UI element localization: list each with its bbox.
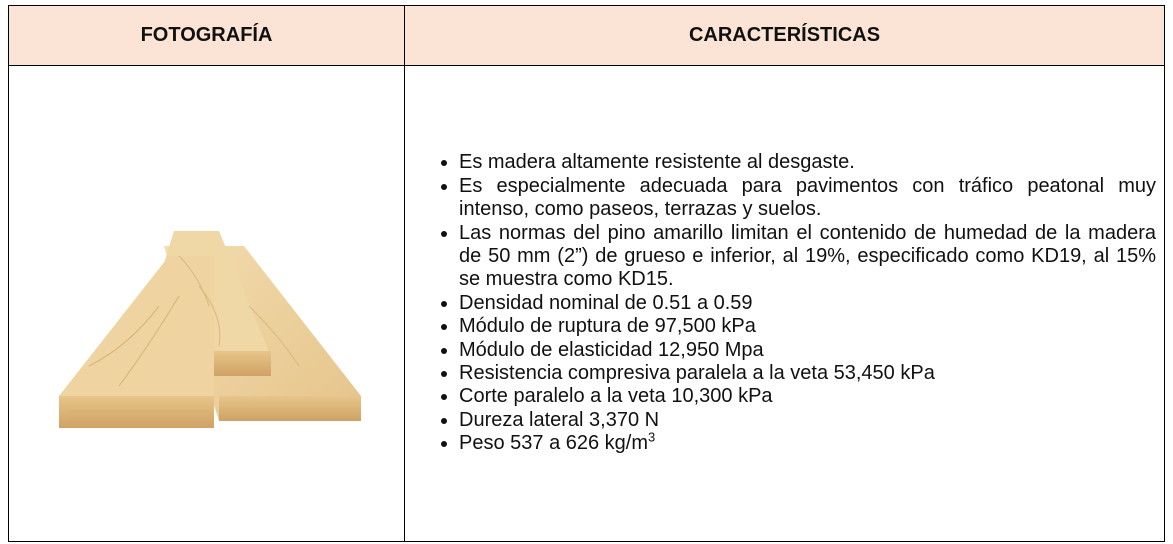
- feature-item: Las normas del pino amarillo limitan el …: [459, 222, 1156, 292]
- feature-item: Módulo de ruptura de 97,500 kPa: [459, 315, 1156, 338]
- header-cell: FOTOGRAFÍA: [8, 5, 405, 66]
- feature-text: Peso 537 a 626 kg/m: [459, 432, 649, 455]
- table: FOTOGRAFÍA CARACTERÍSTICAS: [8, 5, 1165, 542]
- feature-item: Módulo de elasticidad 12,950 Mpa: [459, 339, 1156, 362]
- feature-item: Dureza lateral 3,370 N: [459, 409, 1156, 432]
- wood-photo: [59, 231, 361, 428]
- feature-item: Peso 537 a 626 kg/m3: [459, 429, 1156, 455]
- header-cell: CARACTERÍSTICAS: [404, 5, 1165, 66]
- feature-item: Es especialmente adecuada para pavimento…: [459, 175, 1156, 222]
- superscript: 3: [648, 429, 656, 445]
- body-row: Es madera altamente resistente al desgas…: [8, 65, 1165, 542]
- feature-list: Es madera altamente resistente al desgas…: [405, 151, 1164, 455]
- feature-item: Es madera altamente resistente al desgas…: [459, 151, 1156, 174]
- feature-item: Densidad nominal de 0.51 a 0.59: [459, 292, 1156, 315]
- header-row: FOTOGRAFÍA CARACTERÍSTICAS: [8, 5, 1165, 66]
- feature-item: Corte paralelo a la veta 10,300 kPa: [459, 385, 1156, 408]
- features-cell: Es madera altamente resistente al desgas…: [404, 65, 1165, 542]
- photo-cell: [8, 65, 405, 542]
- feature-item: Resistencia compresiva paralela a la vet…: [459, 362, 1156, 385]
